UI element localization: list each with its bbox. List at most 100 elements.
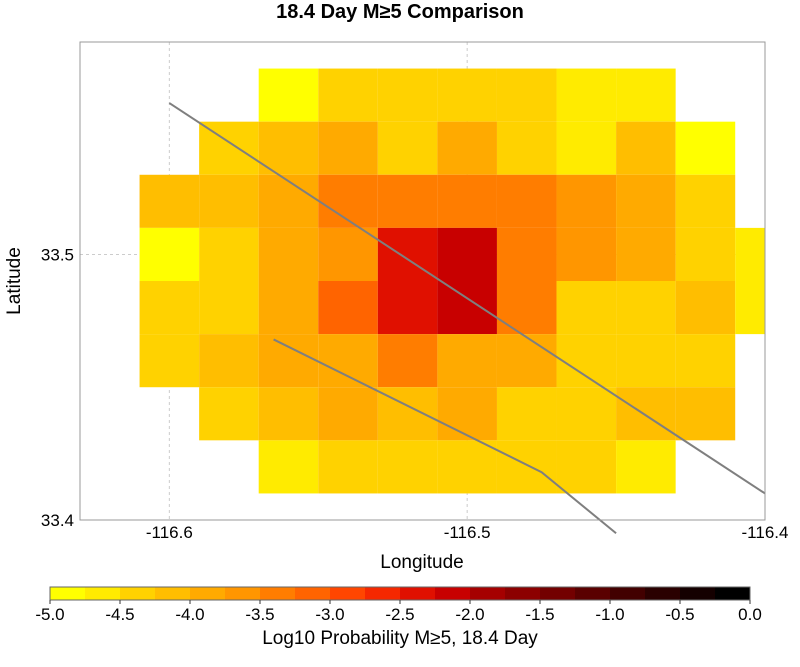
heatmap-cell [318,121,378,175]
colorbar-swatch [505,587,541,600]
colorbar-swatch [680,587,716,600]
colorbar-swatch [225,587,261,600]
colorbar-swatch [715,587,751,600]
heatmap-cell [139,281,200,335]
heatmap-cell [556,440,617,494]
heatmap-cell [377,121,438,175]
heatmap-cell [437,121,497,175]
heatmap-cell [258,227,319,281]
heatmap-cell [616,174,676,228]
colorbar-tick-label: -2.5 [385,605,414,624]
colorbar-swatch [610,587,646,600]
colorbar-swatch [435,587,471,600]
heatmap-cell [496,334,557,388]
heatmap-cell [199,281,259,335]
heatmap-cell [258,387,319,441]
y-tick-label: 33.5 [41,245,74,264]
heatmap-cell [616,121,676,175]
heatmap-cell [675,174,736,228]
heatmap-cell [437,68,497,122]
heatmap-cell [437,281,497,335]
heatmap-cell [139,334,200,388]
heatmap-cell [496,121,557,175]
heatmap-cell [675,281,736,335]
colorbar-swatch [50,587,86,600]
heatmap-cell [139,227,200,281]
colorbar-tick-label: -0.5 [665,605,694,624]
heatmap-cell [318,440,378,494]
colorbar-tick-label: -3.0 [315,605,344,624]
x-tick-label: -116.6 [146,523,193,542]
heatmap-cell [616,440,676,494]
heatmap-cell [556,334,617,388]
colorbar-tick-label: -1.0 [595,605,624,624]
heatmap-cell [318,334,378,388]
y-axis-label: Latitude [4,247,25,315]
colorbar-swatch [540,587,576,600]
heatmap-cell [675,227,736,281]
heatmap-cell [675,387,736,441]
heatmap-cell [318,227,378,281]
heatmap-cell [377,440,438,494]
heatmap-cell [496,387,557,441]
heatmap-cell [556,68,617,122]
heatmap-cell [318,281,378,335]
colorbar-tick-label: -2.0 [455,605,484,624]
heatmap-cell [735,281,765,335]
colorbar-swatch [155,587,191,600]
heatmap-cell [377,68,438,122]
colorbar-swatch [365,587,401,600]
heatmap-cell [258,174,319,228]
heatmap-cell [496,227,557,281]
y-tick-labels: 33.4 33.5 [41,245,74,530]
colorbar-swatch [330,587,366,600]
chart-title: 18.4 Day M≥5 Comparison [276,1,524,23]
colorbar-tick-label: -5.0 [35,605,64,624]
heatmap-cell [616,68,676,122]
colorbar-label: Log10 Probability M≥5, 18.4 Day [262,628,538,649]
heatmap-cell [616,387,676,441]
fault-line [168,102,766,495]
x-axis-label: Longitude [380,552,463,573]
colorbar-tick-label: -4.5 [105,605,134,624]
heatmap-cell [675,121,736,175]
heatmap-cell [199,334,259,388]
x-tick-labels: -116.6 -116.5 -116.4 [146,523,789,542]
heatmap-cell [616,334,676,388]
heatmap-cell [199,174,259,228]
heatmap-cell [437,174,497,228]
fault-line [273,338,617,535]
x-tick-label: -116.5 [444,523,491,542]
fault-lines [168,102,766,535]
colorbar-swatch [645,587,681,600]
heatmap-cell [318,68,378,122]
heatmap-cell [258,334,319,388]
x-tick-label: -116.4 [742,523,789,542]
heatmap-cell [437,387,497,441]
colorbar-tick-label: -3.5 [245,605,274,624]
heatmap-cell [258,68,319,122]
heatmap-cell [496,281,557,335]
heatmap-cell [199,227,259,281]
colorbar-swatch [470,587,506,600]
heatmap-cell [377,174,438,228]
heatmap-cell [199,387,259,441]
heatmap-cell [735,227,765,281]
heatmap-cell [437,334,497,388]
heatmap-cell [377,334,438,388]
heatmap-cell [258,281,319,335]
heatmap-cell [258,440,319,494]
plot-frame [79,41,766,521]
colorbar-tick-label: 0.0 [738,605,762,624]
heatmap-cell [556,174,617,228]
heatmap-cell [556,281,617,335]
colorbar-swatch [400,587,436,600]
heatmap-cell [556,387,617,441]
heatmap-cell [437,227,497,281]
heatmap-cell [437,440,497,494]
colorbar-swatch [260,587,296,600]
colorbar-swatch [120,587,156,600]
heatmap-cell [377,281,438,335]
colorbar-swatch [295,587,331,600]
